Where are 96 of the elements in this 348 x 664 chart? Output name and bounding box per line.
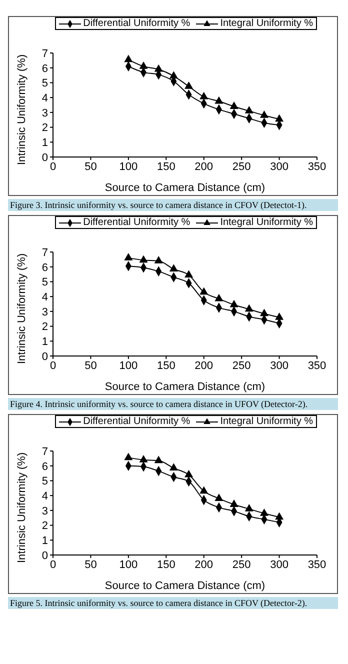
point [184, 270, 193, 278]
x-tick-label: 250 [232, 160, 251, 173]
y-tick-label: 6 [42, 262, 48, 274]
y-axis-title: Intrinsic Uniformity (%) [16, 452, 28, 563]
point [140, 455, 148, 462]
y-tick-label: 5 [42, 276, 48, 289]
point [230, 102, 238, 109]
y-tick-label: 2 [42, 520, 48, 532]
y-tick-label: 7 [42, 246, 48, 259]
legend-label: Integral Uniformity % [219, 18, 313, 29]
point [245, 504, 254, 512]
point [170, 264, 178, 272]
y-tick-label: 0 [42, 550, 48, 562]
point [200, 92, 208, 100]
x-tick-label: 100 [119, 360, 138, 372]
x-tick-label: 0 [50, 558, 56, 571]
y-tick-label: 3 [42, 505, 48, 518]
x-axis-title: Source to Camera Distance (cm) [104, 182, 266, 194]
y-axis-title: Intrinsic Uniformity (%) [16, 253, 28, 364]
x-tick-label: 200 [194, 160, 214, 173]
point [215, 494, 223, 502]
caption: Figure 3. Intrinsic uniformity vs. source to camera distance in CFOV (Detectot-1). [8, 199, 338, 211]
caption: Figure 4. Intrinsic uniformity vs. source to camera distance in UFOV (Detector-2). [8, 398, 338, 410]
point [154, 256, 162, 264]
point [275, 312, 284, 320]
y-tick-label: 5 [42, 476, 48, 488]
y-tick-label: 4 [42, 92, 48, 104]
point [154, 456, 162, 464]
point [245, 304, 254, 312]
x-tick-label: 300 [270, 360, 288, 372]
y-tick-label: 6 [42, 62, 48, 75]
point [184, 470, 193, 478]
legend-label: Differential Uniformity % [82, 217, 190, 228]
point [140, 256, 148, 263]
x-tick-label: 100 [119, 558, 138, 571]
point [170, 72, 178, 78]
x-tick-label: 250 [232, 360, 251, 372]
x-tick-label: 350 [308, 160, 326, 173]
point [200, 288, 208, 295]
point [260, 508, 268, 516]
point [245, 106, 254, 114]
x-tick-label: 0 [50, 360, 56, 372]
y-tick-label: 3 [42, 107, 48, 120]
x-tick-label: 350 [308, 558, 326, 571]
point [275, 114, 284, 122]
y-tick-label: 1 [42, 137, 48, 150]
point [230, 500, 238, 507]
point [215, 96, 223, 104]
x-tick-label: 300 [270, 160, 288, 173]
point [124, 55, 132, 62]
y-tick-label: 4 [42, 490, 48, 502]
x-tick-label: 350 [308, 360, 326, 372]
x-tick-label: 50 [84, 360, 97, 372]
x-axis-title: Source to Camera Distance (cm) [104, 580, 266, 592]
x-tick-label: 150 [156, 360, 176, 372]
legend-label: Integral Uniformity % [219, 217, 313, 228]
y-tick-label: 5 [42, 78, 48, 90]
y-axis-title: Intrinsic Uniformity (%) [16, 54, 28, 165]
x-tick-label: 0 [50, 160, 56, 173]
point [275, 512, 284, 520]
point [184, 82, 193, 89]
point [140, 62, 148, 69]
legend-label: Differential Uniformity % [82, 416, 190, 427]
x-tick-label: 300 [270, 558, 288, 571]
x-axis-title: Source to Camera Distance (cm) [104, 381, 266, 393]
point [170, 464, 178, 471]
x-tick-label: 100 [119, 160, 138, 173]
point [154, 64, 162, 72]
x-tick-label: 50 [84, 558, 97, 571]
x-tick-label: 150 [156, 160, 176, 173]
point [260, 110, 268, 118]
y-tick-label: 1 [42, 336, 48, 348]
x-tick-label: 200 [194, 558, 214, 571]
x-tick-label: 200 [194, 360, 214, 372]
y-tick-label: 1 [42, 535, 48, 548]
point [124, 453, 132, 460]
x-tick-label: 150 [156, 558, 176, 571]
point [124, 254, 132, 260]
x-tick-label: 250 [232, 558, 251, 571]
y-tick-label: 3 [42, 306, 48, 318]
y-tick-label: 0 [42, 152, 48, 164]
y-tick-label: 6 [42, 460, 48, 473]
x-tick-label: 50 [84, 160, 97, 173]
y-tick-label: 0 [42, 350, 48, 363]
y-tick-label: 2 [42, 122, 48, 134]
point [215, 294, 223, 302]
caption: Figure 5. Intrinsic uniformity vs. source to camera distance in CFOV (Detector-2). [8, 597, 338, 609]
legend-label: Differential Uniformity % [82, 18, 190, 29]
legend-label: Integral Uniformity % [219, 416, 313, 427]
point [200, 486, 208, 494]
y-tick-label: 7 [42, 446, 48, 458]
point [260, 309, 268, 316]
y-tick-label: 7 [42, 48, 48, 60]
point [230, 300, 238, 308]
y-tick-label: 4 [42, 291, 48, 304]
y-tick-label: 2 [42, 321, 48, 334]
